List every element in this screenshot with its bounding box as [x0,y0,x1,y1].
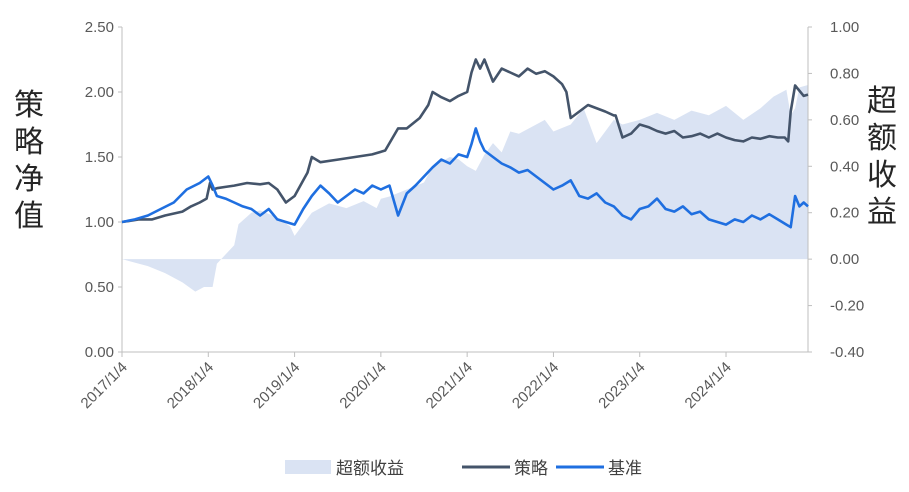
y-left-tick-label: 1.00 [85,214,114,231]
x-tick-label: 2021/1/4 [423,359,476,412]
y-left-tick-label: 0.50 [85,279,114,296]
y-axis-label-left: 策略净值 [14,88,44,234]
benchmark-line [121,127,809,229]
y-axis-label-right: 超额收益 [867,84,897,230]
legend-swatch-excess [285,460,331,474]
y-right-tick-label: 0.60 [830,112,859,129]
y-left-tick-label: 1.50 [85,149,114,166]
x-tick-label: 2019/1/4 [250,359,303,412]
legend-label-strategy: 策略 [514,459,548,479]
y-left-tick-label: 2.50 [85,19,114,36]
y-left-tick-label: 0.00 [85,344,114,361]
axes [121,27,809,353]
y-right-tick-label: 1.00 [830,19,859,36]
lines-layer [121,58,809,229]
y-right-tick-label: 0.80 [830,65,859,82]
x-tick-label: 2023/1/4 [595,359,648,412]
legend-label-benchmark: 基准 [608,459,642,479]
y-right-tick-label: 0.20 [830,205,859,222]
y-right-tick-label: -0.20 [830,298,864,315]
x-tick-label: 2024/1/4 [682,359,735,412]
y-right-tick-label: -0.40 [830,344,864,361]
strategy-line [121,58,809,224]
x-tick-label: 2018/1/4 [164,359,217,412]
y-right-tick-label: 0.00 [830,251,859,268]
excess-area [122,85,808,292]
y-right-tick-label: 0.40 [830,158,859,175]
excess-area-layer [122,85,808,292]
legend-label-excess: 超额收益 [336,459,404,479]
y-left-tick-label: 2.00 [85,84,114,101]
x-tick-label: 2022/1/4 [509,359,562,412]
x-tick-label: 2020/1/4 [336,359,389,412]
legend: 超额收益 策略 基准 [285,459,642,479]
x-tick-label: 2017/1/4 [78,359,131,412]
